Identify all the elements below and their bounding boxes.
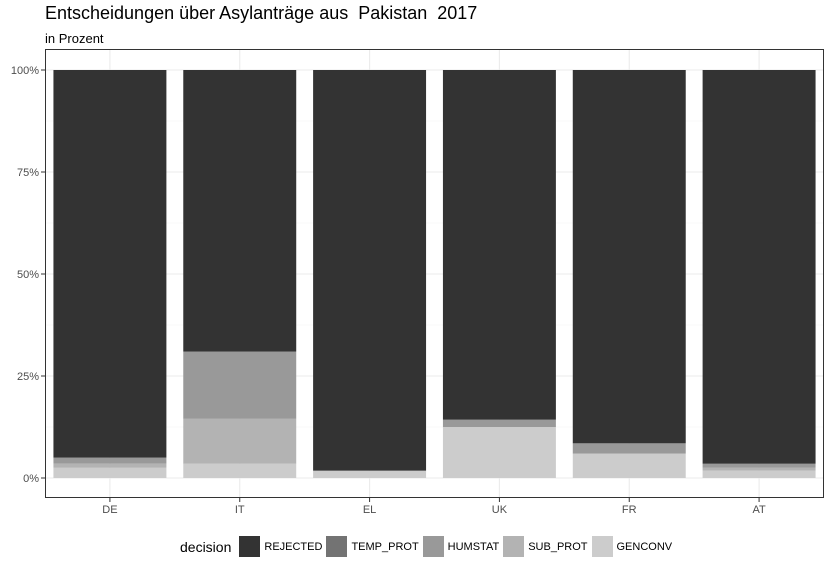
bar-fr-humstat (572, 443, 686, 454)
bar-it-rejected (183, 70, 297, 352)
legend-label: HUMSTAT (447, 540, 500, 553)
legend-item: TEMP_PROT (326, 536, 419, 557)
legend-label: GENCONV (616, 540, 673, 553)
bar-el-rejected (313, 70, 427, 471)
bar-fr-genconv (572, 453, 686, 478)
bar-uk-rejected (442, 70, 556, 420)
y-tick-label: 0% (23, 473, 39, 485)
legend-label: REJECTED (264, 540, 323, 553)
legend-swatch (326, 536, 348, 557)
bar-it-humstat (183, 351, 297, 419)
x-tick-label: FR (622, 504, 637, 516)
x-tick-label: IT (235, 504, 245, 516)
chart-title: Entscheidungen über Asylanträge aus Paki… (45, 3, 478, 23)
panel-border (45, 49, 824, 498)
x-tick-label: EL (363, 504, 376, 516)
legend-item: HUMSTAT (422, 536, 500, 557)
legend: decision REJECTED TEMP_PROT HUMSTAT SUB_PRO… (180, 536, 676, 557)
bar-de-genconv (53, 467, 167, 478)
legend-item: GENCONV (591, 536, 673, 557)
legend-items: REJECTED TEMP_PROT HUMSTAT SUB_PROT GENCONV (239, 536, 676, 557)
x-tick-label: AT (752, 504, 766, 516)
x-tick-label: DE (102, 504, 117, 516)
bar-el-genconv (313, 470, 427, 478)
bar-de-sub-prot (53, 463, 167, 468)
bar-at-genconv (702, 470, 816, 478)
bar-uk-humstat (442, 419, 556, 427)
bar-at-rejected (702, 70, 816, 464)
legend-label: TEMP_PROT (351, 540, 419, 553)
chart-subtitle: in Prozent (45, 31, 104, 46)
bar-it-genconv (183, 463, 297, 478)
y-tick-label: 50% (17, 269, 39, 281)
y-tick-label: 75% (17, 167, 39, 179)
legend-swatch (503, 536, 525, 557)
legend-label: SUB_PROT (528, 540, 588, 553)
y-tick-label: 25% (17, 371, 39, 383)
bar-at-humstat (702, 463, 816, 468)
bar-de-humstat (53, 457, 167, 464)
y-tick-label: 100% (11, 65, 39, 77)
bar-at-sub-prot (702, 467, 816, 471)
bar-de-rejected (53, 70, 167, 458)
legend-swatch (422, 536, 444, 557)
legend-item: REJECTED (239, 536, 322, 557)
bar-uk-genconv (442, 427, 556, 478)
bar-it-sub-prot (183, 418, 297, 464)
legend-swatch (239, 536, 261, 557)
legend-item: SUB_PROT (503, 536, 588, 557)
x-tick-label: UK (492, 504, 508, 516)
legend-swatch (591, 536, 613, 557)
bar-fr-rejected (572, 70, 686, 444)
legend-title: decision (180, 538, 232, 555)
